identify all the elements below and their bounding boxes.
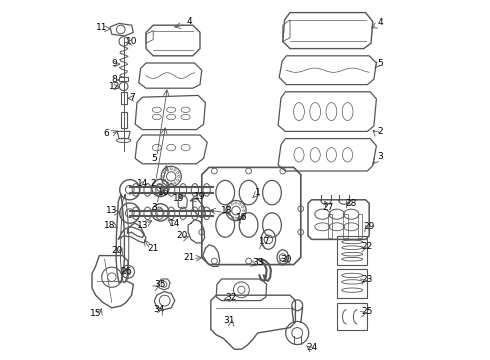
Text: 4: 4	[186, 17, 192, 26]
Text: 4: 4	[377, 18, 383, 27]
Text: 17: 17	[259, 237, 270, 246]
Text: 21: 21	[184, 253, 195, 262]
Text: 3: 3	[377, 152, 383, 161]
Text: 11: 11	[97, 23, 108, 32]
Text: 25: 25	[362, 307, 373, 316]
Text: 34: 34	[153, 305, 164, 314]
Text: 16: 16	[236, 213, 247, 222]
Text: 32: 32	[225, 292, 236, 302]
Text: 19: 19	[194, 192, 206, 201]
Text: 10: 10	[126, 37, 137, 46]
Text: 26: 26	[121, 267, 132, 276]
Text: 24: 24	[306, 343, 317, 352]
Text: 18: 18	[221, 206, 233, 215]
Text: 5: 5	[377, 59, 383, 68]
Text: 35: 35	[155, 280, 166, 289]
Bar	[337, 269, 368, 298]
Text: 1: 1	[255, 188, 261, 197]
Text: 2: 2	[377, 127, 383, 136]
Text: 8: 8	[112, 76, 118, 85]
Text: 2: 2	[150, 179, 156, 188]
Text: 18: 18	[104, 220, 116, 230]
Text: 15: 15	[90, 309, 101, 318]
Text: 33: 33	[252, 258, 263, 267]
Text: 13: 13	[137, 220, 148, 230]
Text: 19: 19	[172, 194, 184, 202]
Text: 7: 7	[129, 94, 134, 103]
Text: 22: 22	[362, 242, 373, 251]
Text: 6: 6	[103, 129, 109, 138]
Text: 31: 31	[223, 316, 235, 325]
Text: 5: 5	[151, 154, 157, 163]
Text: 21: 21	[147, 244, 159, 253]
Text: 14: 14	[137, 179, 148, 188]
Text: 3: 3	[151, 202, 157, 211]
Text: 13: 13	[106, 206, 118, 215]
Text: 29: 29	[364, 222, 375, 231]
Text: 12: 12	[109, 82, 121, 91]
Text: 14: 14	[169, 219, 180, 228]
Bar	[337, 303, 368, 330]
Text: 16: 16	[158, 188, 170, 197]
Text: 27: 27	[322, 202, 334, 211]
Bar	[337, 236, 368, 265]
Text: 20: 20	[176, 231, 188, 240]
Text: 28: 28	[345, 199, 357, 208]
Text: 23: 23	[362, 274, 373, 284]
Text: 20: 20	[112, 246, 123, 255]
Text: 30: 30	[281, 255, 292, 264]
Text: 9: 9	[112, 59, 118, 68]
